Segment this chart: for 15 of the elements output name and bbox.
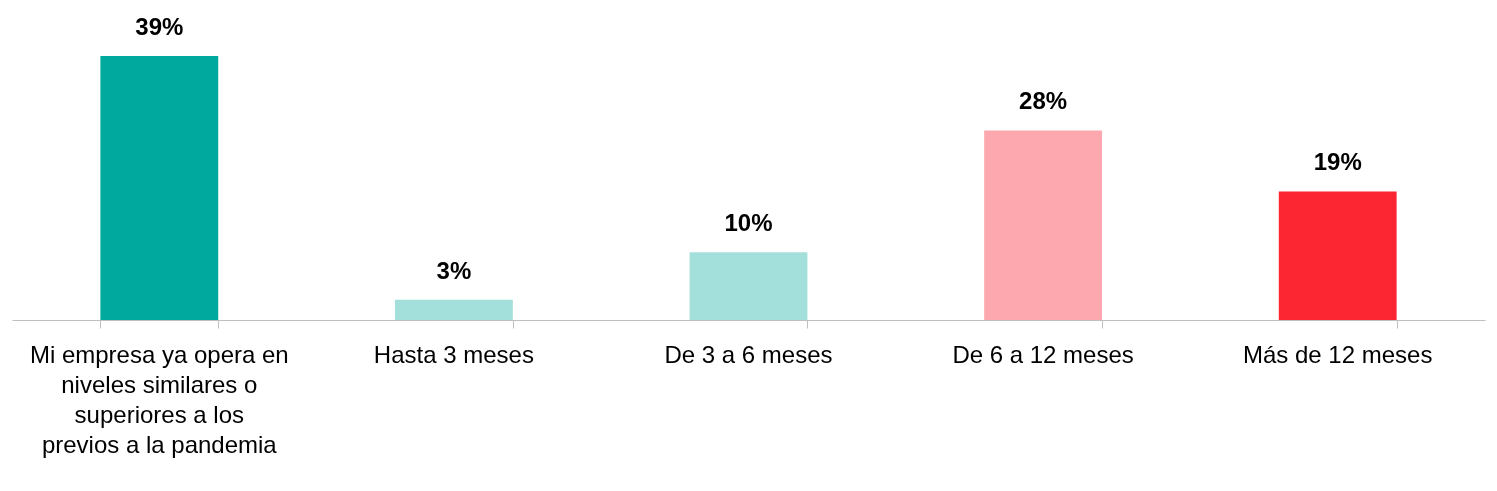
bar xyxy=(100,56,219,320)
x-tick-label: De 3 a 6 meses xyxy=(664,341,833,368)
x-tick-label: De 6 a 12 meses xyxy=(952,341,1134,368)
x-tick-label: Hasta 3 meses xyxy=(373,341,534,368)
data-label: 28% xyxy=(1019,87,1068,115)
x-tick-label: Más de 12 meses xyxy=(1242,341,1433,368)
bar xyxy=(1278,191,1397,320)
data-label: 39% xyxy=(135,13,184,40)
data-label: 10% xyxy=(724,209,773,237)
x-tick-label: Mi empresa ya opera en niveles similares o superiores a los previos a la pandemia xyxy=(29,341,289,458)
bar xyxy=(689,252,808,320)
data-label: 3% xyxy=(436,256,472,284)
bar xyxy=(394,299,513,320)
bar xyxy=(984,130,1103,320)
data-label: 19% xyxy=(1313,148,1362,176)
